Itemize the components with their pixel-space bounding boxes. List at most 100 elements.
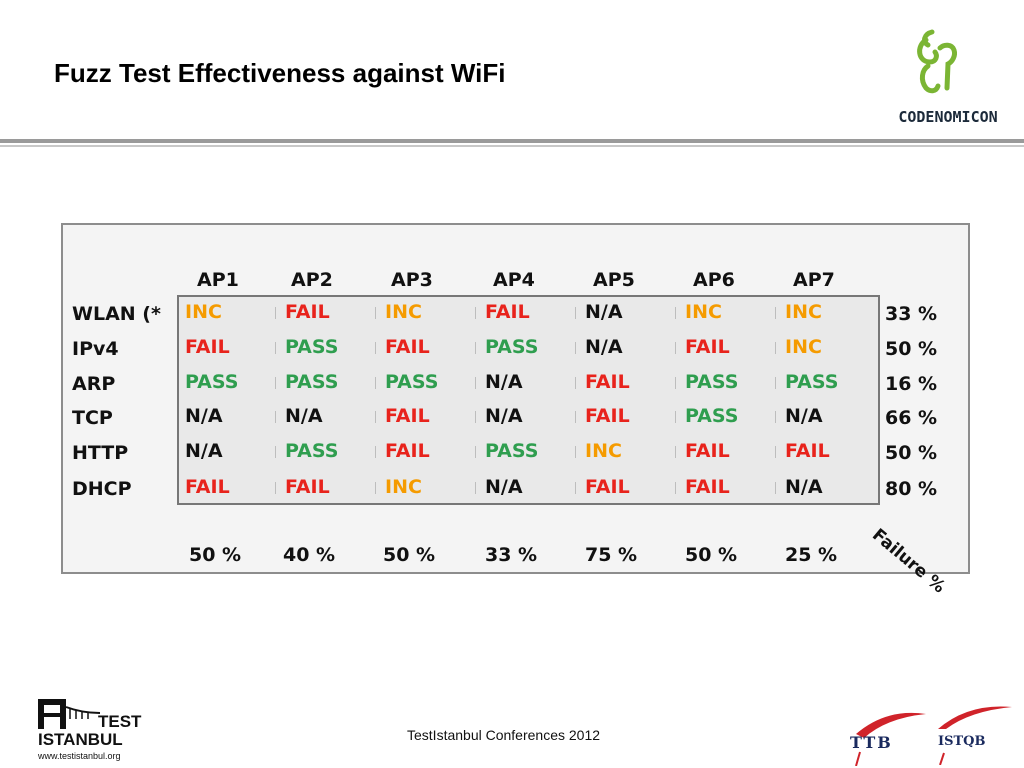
column-header: AP5 [593, 269, 635, 291]
cell-separator [475, 377, 476, 389]
cell-separator [675, 482, 676, 494]
cell-separator [475, 411, 476, 423]
footer-text: TestIstanbul Conferences 2012 [407, 727, 601, 743]
row-failure-percent: 66 % [885, 407, 938, 429]
row-header: WLAN (* [72, 303, 161, 325]
column-failure-percent: 50 % [189, 544, 242, 566]
cell-separator [275, 307, 276, 319]
row-header: TCP [72, 407, 113, 429]
istqb-logo-text: ISTQB [938, 734, 985, 749]
result-cell: N/A [185, 405, 223, 427]
cell-separator [475, 342, 476, 354]
testistanbul-logo-icon: TEST ISTANBUL www.testistanbul.org [38, 699, 142, 761]
result-cell: PASS [185, 371, 239, 393]
cell-separator [575, 411, 576, 423]
result-cell: N/A [485, 371, 523, 393]
ttb-logo-icon: TTB [850, 712, 926, 766]
row-failure-percent: 33 % [885, 303, 938, 325]
result-cell: PASS [285, 371, 339, 393]
result-cell: N/A [485, 476, 523, 498]
cell-separator [575, 342, 576, 354]
result-cell: FAIL [585, 476, 630, 498]
result-cell: INC [585, 440, 622, 462]
istqb-logo-icon: ISTQB [938, 706, 1012, 765]
cell-separator [375, 411, 376, 423]
result-cell: FAIL [385, 405, 430, 427]
result-cell: N/A [785, 476, 823, 498]
result-cell: N/A [285, 405, 323, 427]
column-header: AP7 [793, 269, 835, 291]
failure-percent-label: Failure % [868, 525, 949, 598]
row-failure-percent: 16 % [885, 373, 938, 395]
result-cell: FAIL [485, 301, 530, 323]
result-cell: INC [385, 301, 422, 323]
result-cell: INC [785, 301, 822, 323]
result-cell: PASS [685, 405, 739, 427]
ttb-logo-text: TTB [850, 733, 893, 752]
header-rule-light [0, 145, 1024, 147]
cell-separator [575, 482, 576, 494]
cell-separator [775, 482, 776, 494]
result-cell: PASS [685, 371, 739, 393]
result-cell: N/A [785, 405, 823, 427]
cell-separator [375, 377, 376, 389]
column-failure-percent: 40 % [283, 544, 336, 566]
codenomicon-logo-text: CODENOMICON [898, 108, 998, 126]
testistanbul-line2: ISTANBUL [38, 730, 123, 749]
cell-separator [575, 446, 576, 458]
column-failure-percent: 25 % [785, 544, 838, 566]
row-header: ARP [72, 373, 116, 395]
cell-separator [375, 446, 376, 458]
testistanbul-url: www.testistanbul.org [38, 751, 121, 761]
result-cell: FAIL [685, 476, 730, 498]
cell-separator [675, 307, 676, 319]
cell-separator [275, 411, 276, 423]
cell-separator [675, 446, 676, 458]
column-failure-percent: 75 % [585, 544, 638, 566]
cell-separator [375, 482, 376, 494]
result-cell: PASS [285, 440, 339, 462]
cell-separator [375, 307, 376, 319]
cell-separator [275, 446, 276, 458]
row-header: IPv4 [72, 338, 119, 360]
result-cell: INC [385, 476, 422, 498]
result-cell: FAIL [685, 336, 730, 358]
result-cell: PASS [385, 371, 439, 393]
row-failure-percent: 50 % [885, 442, 938, 464]
column-failure-percent: 33 % [485, 544, 538, 566]
result-cell: N/A [585, 301, 623, 323]
cell-separator [575, 307, 576, 319]
header-rule [0, 139, 1024, 143]
cell-separator [775, 411, 776, 423]
cell-separator [775, 342, 776, 354]
slide-title: Fuzz Test Effectiveness against WiFi [54, 58, 506, 88]
cell-separator [575, 377, 576, 389]
result-cell: FAIL [285, 476, 330, 498]
cell-separator [675, 411, 676, 423]
column-header: AP3 [391, 269, 433, 291]
result-cell: FAIL [385, 336, 430, 358]
result-cell: PASS [485, 336, 539, 358]
result-cell: PASS [485, 440, 539, 462]
result-cell: N/A [185, 440, 223, 462]
cell-separator [475, 307, 476, 319]
result-cell: INC [685, 301, 722, 323]
testistanbul-line1: TEST [98, 712, 142, 731]
row-failure-percent: 80 % [885, 478, 938, 500]
cell-separator [675, 342, 676, 354]
cell-separator [275, 377, 276, 389]
row-failure-percent: 50 % [885, 338, 938, 360]
row-header: DHCP [72, 478, 132, 500]
results-table: Failure % AP1 50 % AP2 40 % AP3 50 % AP4 33 % AP… [61, 223, 970, 597]
result-cell: FAIL [785, 440, 830, 462]
cell-separator [475, 446, 476, 458]
result-cell: PASS [785, 371, 839, 393]
column-failure-percent: 50 % [685, 544, 738, 566]
column-header: AP4 [493, 269, 535, 291]
result-cell: FAIL [685, 440, 730, 462]
result-cell: FAIL [585, 371, 630, 393]
result-cell: PASS [285, 336, 339, 358]
cell-separator [775, 307, 776, 319]
cell-separator [675, 377, 676, 389]
codenomicon-logo-icon [917, 29, 957, 94]
